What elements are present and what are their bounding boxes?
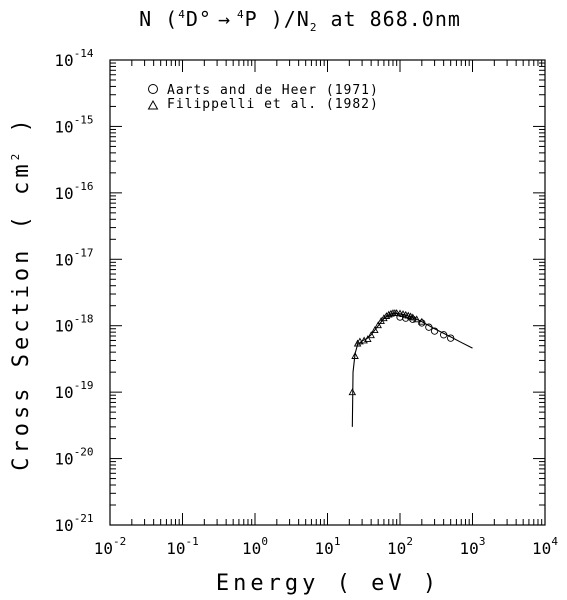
y-tick-base: 10 [54,317,73,336]
x-tick-exponent: -1 [186,535,199,548]
y-tick-base: 10 [54,184,73,203]
chart-title: N (4D° → 4P )/N2 at 868.0nm [139,7,461,34]
y-tick-exponent: -17 [74,246,94,259]
y-tick-label: 10-20 [54,446,93,469]
x-tick-exponent: -2 [113,535,126,548]
y-axis-label: Cross Section ( cm2 ) [9,115,34,471]
y-tick-label: 10-16 [54,180,93,203]
axis-ticks [109,59,546,526]
legend-circle-marker [148,84,158,94]
y-axis-label-main: Cross Section ( cm [9,160,34,470]
title-arrow: → [218,7,231,31]
y-tick-base: 10 [54,516,73,535]
y-tick-label: 10-18 [54,313,93,336]
aarts-data-point [430,327,439,335]
legend-label-filippelli: Filippelli et al. (1982) [167,97,379,112]
y-tick-base: 10 [54,383,73,402]
x-tick-base: 10 [387,539,406,558]
y-tick-label: 10-14 [54,47,94,70]
title-prefix: N ( [139,7,178,31]
y-tick-exponent: -19 [74,379,94,392]
x-tick-exponent: 0 [261,535,268,548]
x-tick-base: 10 [242,539,261,558]
x-tick-exponent: 4 [551,535,558,548]
y-tick-base: 10 [54,51,73,70]
y-tick-exponent: -21 [74,512,94,525]
legend-label-aarts: Aarts and de Heer (1971) [167,83,379,98]
title-sup1: 4 [178,8,186,21]
y-tick-exponent: -20 [74,446,94,459]
filippelli-data-point [374,321,382,329]
x-tick-base: 10 [94,539,113,558]
x-tick-exponent: 3 [479,535,486,548]
x-tick-exponent: 1 [334,535,341,548]
y-tick-exponent: -18 [74,313,94,326]
x-axis-label: Energy ( eV ) [216,571,440,596]
filippelli-data-point [392,309,401,317]
y-tick-label: 10-19 [54,379,93,402]
y-tick-exponent: -14 [74,47,94,60]
x-tick-base: 10 [532,539,551,558]
legend: Aarts and de Heer (1971) Filippelli et a… [147,83,379,112]
plot-frame [109,59,546,526]
y-tick-label: 10-17 [54,246,93,269]
y-tick-base: 10 [54,250,73,269]
y-tick-label: 10-15 [54,113,93,136]
x-tick-base: 10 [315,539,334,558]
title-state1: D° [186,7,212,31]
filippelli-data-point [367,331,375,339]
x-tick-label: 100 [242,535,268,558]
y-axis-label-sup: 2 [9,150,22,161]
x-tick-label: 104 [532,535,558,558]
x-tick-label: 101 [315,535,341,558]
x-tick-labels: 10-2 10-1 100 101 102 103 104 [94,535,559,558]
y-tick-label: 10-21 [54,512,93,535]
y-tick-exponent: -15 [74,113,94,126]
x-tick-label: 103 [460,535,486,558]
fit-curve-line [351,312,473,427]
x-tick-exponent: 2 [406,535,413,548]
y-tick-base: 10 [54,450,73,469]
x-tick-label: 10-2 [94,535,127,558]
title-suffix: at 868.0nm [317,7,460,31]
x-tick-base: 10 [166,539,185,558]
title-sub: 2 [310,21,318,34]
filippelli-data-point [371,326,379,334]
x-tick-label: 102 [387,535,413,558]
title-sup2: 4 [237,8,245,21]
x-tick-base: 10 [460,539,479,558]
title-state2: P )/N [245,7,310,31]
legend-triangle-marker [147,99,159,110]
x-tick-label: 10-1 [166,535,199,558]
y-tick-base: 10 [54,117,73,136]
y-axis-label-end: ) [9,115,34,150]
y-tick-exponent: -16 [74,180,94,193]
data-layer [348,309,473,427]
